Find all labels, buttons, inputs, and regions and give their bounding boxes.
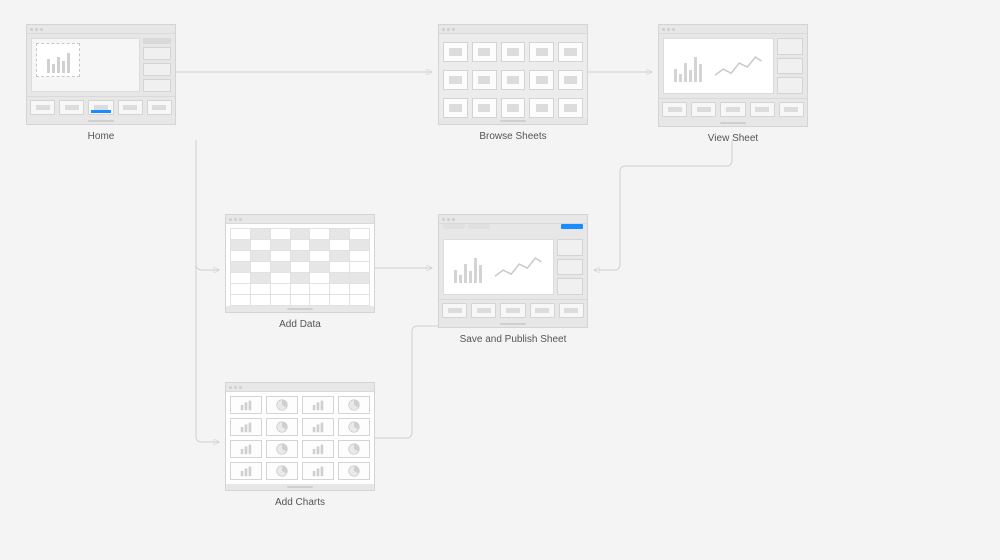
active-tab-pill <box>561 224 583 229</box>
pie-chart-icon <box>266 440 298 458</box>
pie-chart-icon <box>338 418 370 436</box>
node-save-publish: Save and Publish Sheet <box>438 214 588 345</box>
line-chart-icon <box>713 50 764 82</box>
node-add-charts-label: Add Charts <box>225 497 375 508</box>
node-add-charts: Add Charts <box>225 382 375 508</box>
bar-chart-icon <box>674 50 702 82</box>
pie-chart-icon <box>266 462 298 480</box>
line-chart-icon <box>493 251 544 283</box>
bar-chart-icon <box>302 396 334 414</box>
node-view-sheet: View Sheet <box>658 24 808 144</box>
pie-chart-icon <box>338 396 370 414</box>
browse-grid <box>439 34 587 118</box>
node-browse-sheets-label: Browse Sheets <box>438 131 588 142</box>
flow-diagram: Home Browse Sheets <box>0 0 1000 560</box>
node-browse-sheets: Browse Sheets <box>438 24 588 142</box>
window-titlebar <box>27 25 175 34</box>
bar-chart-icon <box>302 462 334 480</box>
bar-chart-icon <box>230 440 262 458</box>
node-home: Home <box>26 24 176 142</box>
bar-chart-icon <box>36 43 80 77</box>
spreadsheet-icon <box>226 224 374 306</box>
side-panel <box>143 38 171 92</box>
node-save-publish-label: Save and Publish Sheet <box>438 334 588 345</box>
home-canvas <box>31 38 140 92</box>
bar-chart-icon <box>302 418 334 436</box>
bar-chart-icon <box>302 440 334 458</box>
pie-chart-icon <box>266 396 298 414</box>
node-view-sheet-label: View Sheet <box>658 133 808 144</box>
thumb-strip <box>27 96 175 118</box>
node-add-data-label: Add Data <box>225 319 375 330</box>
bar-chart-icon <box>454 251 482 283</box>
node-add-data: Add Data <box>225 214 375 330</box>
tab-pills <box>439 224 587 235</box>
node-home-label: Home <box>26 131 176 142</box>
pie-chart-icon <box>338 462 370 480</box>
bar-chart-icon <box>230 418 262 436</box>
pie-chart-icon <box>266 418 298 436</box>
bar-chart-icon <box>230 462 262 480</box>
bar-chart-icon <box>230 396 262 414</box>
pie-chart-icon <box>338 440 370 458</box>
chart-picker-grid <box>226 392 374 484</box>
